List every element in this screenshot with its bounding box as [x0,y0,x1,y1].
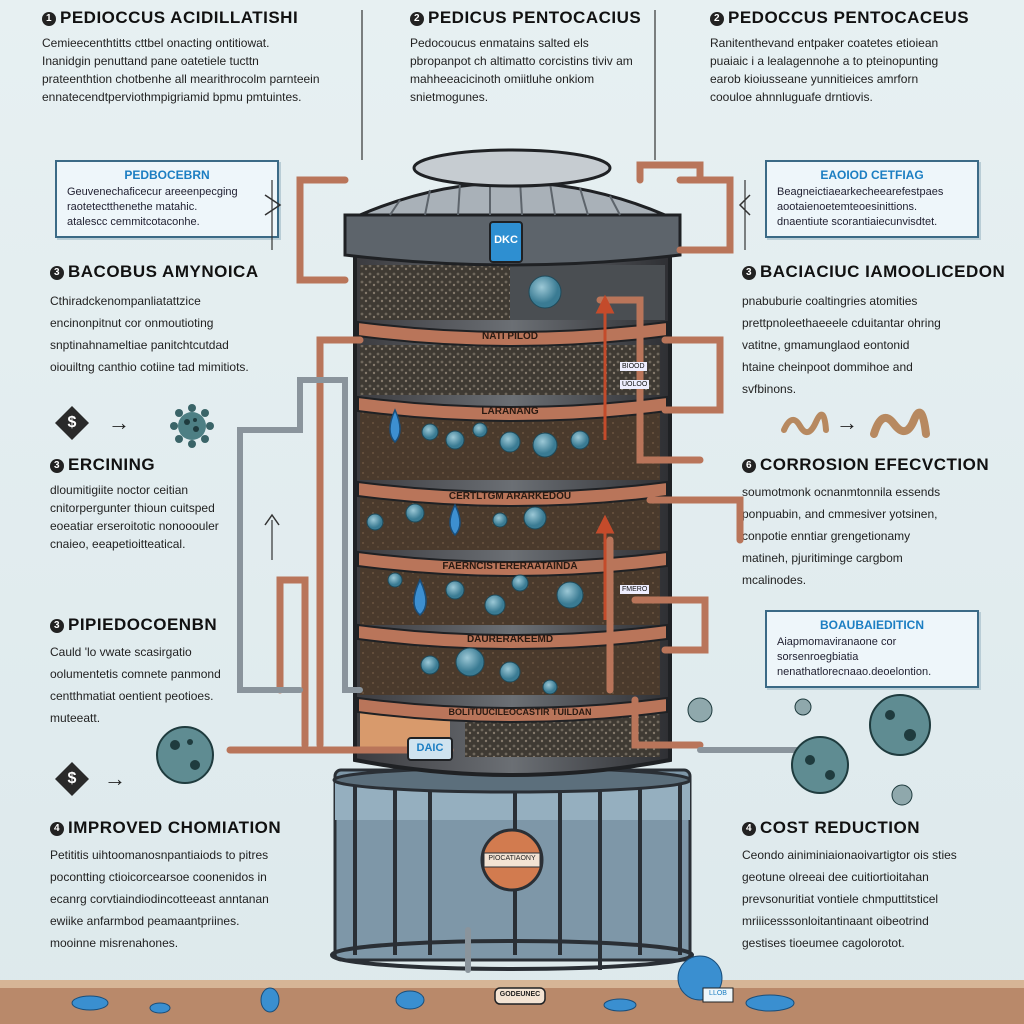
section-body: Petititis uihtoomanosnpantiaiods to pitr… [50,848,269,950]
section-body: pnabuburie coaltingries atomities prettp… [742,294,941,396]
section-right-6: 6 CORROSION EFECVCTION soumotmonk ocnanmt… [742,455,1012,591]
section-title: 4 COST REDUCTION [742,818,1012,838]
section-bottom-right: 4 COST REDUCTION Ceondo ainiminiaionaoiva… [742,818,1012,954]
section-top-middle: 2 PEDICUS PENTOCACIUS Pedocoucus enmatain… [410,8,650,106]
section-title: 3 ERCINING [50,455,300,475]
section-title: 1 PEDIOCCUS ACIDILLATISHI [42,8,342,28]
layer-label: FAERNCISTERERAATAINDA [442,561,578,572]
section-top-right: 2 PEDOCCUS PENTOCACEUS Ranitenthevand ent… [710,8,1010,106]
layer-label: NATI PILOD [482,331,538,342]
section-body: Ceondo ainiminiaionaoivartigtor ois stie… [742,848,957,950]
layer-label: BOLITUUCILEOCASTIR TUILDAN [448,707,592,717]
layer-label: LARANANG [481,406,539,417]
callout-right: EAOIOD CETFIAG Beagneictiaearkecheearefe… [765,160,979,238]
section-left-3: 3 ERCINING dloumitigiite noctor ceitian c… [50,455,300,553]
side-tag: BIOOD [620,362,647,371]
section-body: Cemieecenthtitts cttbel onacting ontitio… [42,36,320,104]
section-body: Ranitenthevand entpaker coatetes etioiea… [710,36,939,104]
section-top-left: 1 PEDIOCCUS ACIDILLATISHI Cemieecenthtitt… [42,8,342,106]
tank-logo: DKC [494,234,518,246]
section-title: 2 PEDICUS PENTOCACIUS [410,8,650,28]
section-title: 4 IMPROVED CHOMIATION [50,818,310,838]
ground-tag: LLOB [709,990,727,997]
arrow-right-icon: → [108,410,130,435]
worm-icon [870,408,930,438]
section-mid-left: 3 BACOBUS AMYNOICA Cthiradckenompanliatat… [50,262,310,378]
layer-label: CERTLTGM ARARKEDOU [448,491,572,502]
section-body: Cthiradckenompanliatattzice encinonpitnu… [50,294,249,374]
valve-label: PIOCATIAONY [488,855,536,862]
side-tag: UOLOO [620,380,650,389]
section-title: 3 BACIACIUC IAMOOLICEDON [742,262,1012,282]
microbe-icon [170,404,214,448]
section-title: 6 CORROSION EFECVCTION [742,455,1012,475]
section-title: 3 BACOBUS AMYNOICA [50,262,310,282]
ground-label: GODEUNEC [499,991,541,998]
layer-label: DAURERAKEEMD [466,634,554,645]
side-tag: FMERO [620,585,650,594]
section-body: soumotmonk ocnanmtonnila essends ponpuab… [742,485,941,587]
section-mid-right: 3 BACIACIUC IAMOOLICEDON pnabuburie coalt… [742,262,1012,400]
callout-right-lower: BOAUBAIEDITICN Aiapmomaviranaone cor sor… [765,610,979,688]
arrow-right-icon: → [836,410,858,435]
base-logo: DAIC [416,742,444,754]
callout-left: PEDBOCEBRN Geuvenechaficecur areeenpecgi… [55,160,279,238]
arrow-right-icon: → [104,766,126,791]
section-body: Pedocoucus enmatains salted els pbropanp… [410,36,633,104]
section-left-pip: 3 PIPIEDOCOENBN Cauld 'lo vwate scasirgat… [50,615,300,729]
section-bottom-left: 4 IMPROVED CHOMIATION Petititis uihtooman… [50,818,310,954]
section-title: 2 PEDOCCUS PENTOCACEUS [710,8,1010,28]
section-body: Cauld 'lo vwate scasirgatio oolumentetis… [50,645,221,725]
worm-icon [781,411,829,435]
section-body: dloumitigiite noctor ceitian cnitorpergu… [50,483,219,551]
section-title: 3 PIPIEDOCOENBN [50,615,300,635]
